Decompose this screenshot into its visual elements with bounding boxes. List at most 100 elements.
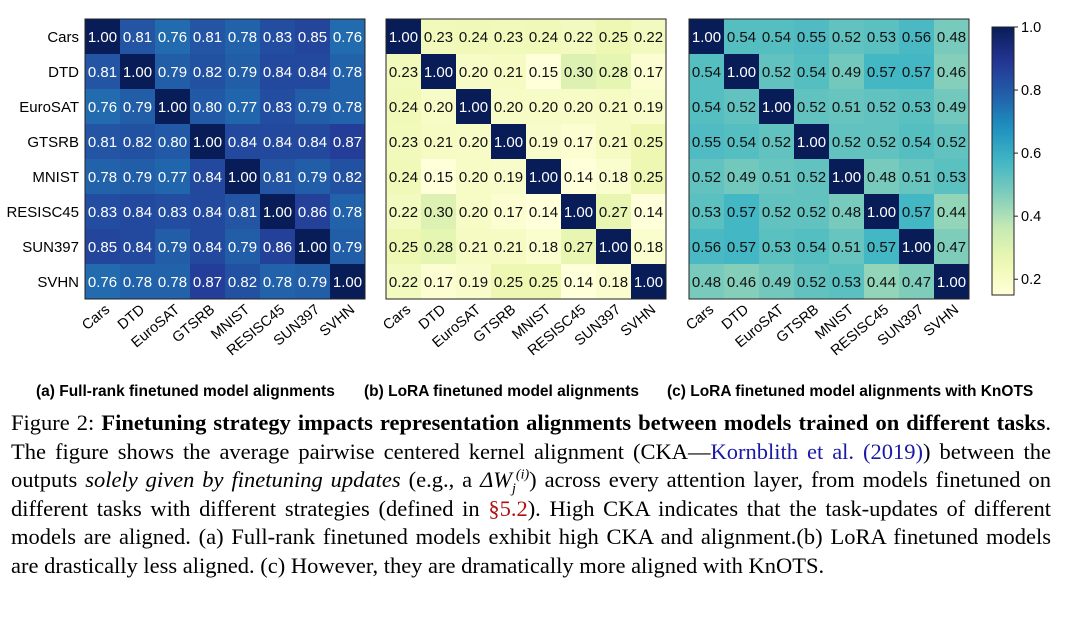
heatmap-cell xyxy=(724,54,760,90)
cell-value-label: 0.52 xyxy=(692,169,721,186)
heatmap-cell xyxy=(260,89,296,125)
heatmap-cell xyxy=(456,229,492,265)
cell-value-label: 1.00 xyxy=(158,99,187,116)
heatmap-cell xyxy=(456,124,492,160)
heatmap-cell xyxy=(794,194,830,230)
cell-value-label: 0.52 xyxy=(797,274,826,291)
cell-value-label: 0.54 xyxy=(902,134,931,151)
cell-value-label: 0.22 xyxy=(564,29,593,46)
heatmap-cell xyxy=(421,159,457,195)
heatmap-cell xyxy=(759,159,795,195)
heatmap-cell xyxy=(759,194,795,230)
heatmap-cell xyxy=(526,124,562,160)
heatmap-cell xyxy=(120,229,156,265)
heatmap-cell xyxy=(260,54,296,90)
heatmap-cell xyxy=(330,54,366,90)
heatmap-cell xyxy=(596,194,632,230)
cell-value-label: 0.78 xyxy=(158,274,187,291)
cell-value-label: 0.55 xyxy=(692,134,721,151)
heatmap-cell xyxy=(330,229,366,265)
cell-value-label: 0.87 xyxy=(193,274,222,291)
heatmap-cell xyxy=(864,194,900,230)
heatmap-cell xyxy=(85,54,121,90)
heatmap-cell xyxy=(934,194,970,230)
column-tick-label: SVHN xyxy=(921,302,962,340)
heatmap-cell xyxy=(829,54,865,90)
cell-value-label: 0.53 xyxy=(692,204,721,221)
cell-value-label: 0.19 xyxy=(529,134,558,151)
cell-value-label: 1.00 xyxy=(564,204,593,221)
heatmap-cell xyxy=(386,124,422,160)
heatmap-cell xyxy=(190,89,226,125)
cell-value-label: 0.27 xyxy=(599,204,628,221)
cell-value-label: 0.14 xyxy=(564,274,593,291)
cell-value-label: 0.21 xyxy=(599,99,628,116)
caption-emphasis: solely given by finetuning updates xyxy=(85,467,401,492)
heatmap-cell xyxy=(759,124,795,160)
cell-value-label: 0.21 xyxy=(424,134,453,151)
cell-value-label: 0.20 xyxy=(494,99,523,116)
heatmap-cell xyxy=(225,89,261,125)
heatmap-cell xyxy=(295,229,331,265)
heatmap-cell xyxy=(190,54,226,90)
heatmap-cell xyxy=(225,194,261,230)
column-tick-label: Cars xyxy=(683,302,717,334)
cell-value-label: 0.78 xyxy=(333,204,362,221)
cell-value-label: 0.81 xyxy=(263,169,292,186)
heatmap-cell xyxy=(155,124,191,160)
cell-value-label: 0.52 xyxy=(867,134,896,151)
heatmap-cell xyxy=(526,229,562,265)
heatmap-cell xyxy=(386,194,422,230)
heatmap-cell xyxy=(85,89,121,125)
heatmap-cell xyxy=(794,124,830,160)
section-ref-link[interactable]: §5.2 xyxy=(488,495,528,521)
heatmap-cell xyxy=(225,19,261,55)
cell-value-label: 0.78 xyxy=(333,64,362,81)
cell-value-label: 0.25 xyxy=(529,274,558,291)
cell-value-label: 0.52 xyxy=(797,99,826,116)
cell-value-label: 0.81 xyxy=(88,134,117,151)
cell-value-label: 0.77 xyxy=(228,99,257,116)
column-tick-label: Cars xyxy=(79,302,113,334)
cell-value-label: 0.19 xyxy=(459,274,488,291)
cell-value-label: 0.23 xyxy=(389,134,418,151)
heatmap-cell xyxy=(85,194,121,230)
cell-value-label: 0.48 xyxy=(832,204,861,221)
heatmap-cell xyxy=(899,194,935,230)
heatmap-cell xyxy=(295,89,331,125)
colorbar-tick-label: 0.8 xyxy=(1021,83,1041,99)
heatmap-cell xyxy=(526,264,562,300)
heatmap-cell xyxy=(386,229,422,265)
cell-value-label: 0.55 xyxy=(797,29,826,46)
heatmap-cell xyxy=(85,229,121,265)
heatmap-cell xyxy=(561,194,597,230)
cell-value-label: 0.81 xyxy=(88,64,117,81)
cell-value-label: 1.00 xyxy=(389,29,418,46)
heatmap-cell xyxy=(190,159,226,195)
cell-value-label: 0.18 xyxy=(634,239,663,256)
cell-value-label: 0.15 xyxy=(424,169,453,186)
cell-value-label: 1.00 xyxy=(867,204,896,221)
heatmap-border xyxy=(84,18,366,300)
heatmap-cell xyxy=(864,124,900,160)
cell-value-label: 0.79 xyxy=(298,99,327,116)
heatmap-cell xyxy=(190,124,226,160)
heatmap-cell xyxy=(899,264,935,300)
cell-value-label: 0.84 xyxy=(193,204,222,221)
cell-value-label: 0.83 xyxy=(263,29,292,46)
cell-value-label: 0.30 xyxy=(564,64,593,81)
cell-value-label: 0.19 xyxy=(634,99,663,116)
cell-value-label: 0.56 xyxy=(902,29,931,46)
heatmap-cell xyxy=(794,54,830,90)
cell-value-label: 0.44 xyxy=(937,204,966,221)
heatmap-cell xyxy=(260,194,296,230)
heatmap-cell xyxy=(190,229,226,265)
cell-value-label: 0.23 xyxy=(424,29,453,46)
heatmap-cell xyxy=(526,54,562,90)
citation-link[interactable]: Kornblith et al. (2019) xyxy=(710,438,924,464)
cell-value-label: 0.20 xyxy=(459,169,488,186)
heatmap-cell xyxy=(631,159,667,195)
cell-value-label: 0.82 xyxy=(333,169,362,186)
caption-text-5: ). High CKA indicates that the task-upda… xyxy=(11,495,1051,578)
heatmap-cell xyxy=(491,54,527,90)
